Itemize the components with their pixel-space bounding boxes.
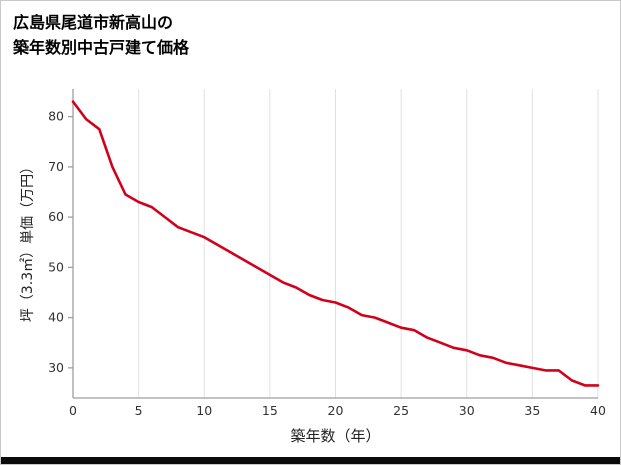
x-tick-label: 0	[69, 403, 77, 418]
x-tick-label: 20	[328, 403, 344, 418]
chart-title: 広島県尾道市新高山の 築年数別中古戸建て価格	[13, 11, 189, 61]
x-tick-label: 40	[590, 403, 606, 418]
x-tick-label: 35	[524, 403, 540, 418]
y-axis-label: 坪（3.3㎡）単価（万円）	[20, 159, 36, 323]
x-tick-label: 25	[393, 403, 409, 418]
y-tick-label: 50	[48, 259, 64, 274]
y-tick-label: 60	[48, 209, 64, 224]
chart-title-line2: 築年数別中古戸建て価格	[13, 37, 190, 57]
x-axis-label: 築年数（年）	[290, 427, 381, 445]
y-tick-label: 70	[48, 159, 64, 174]
x-tick-label: 10	[196, 403, 212, 418]
line-chart: 30 40 50 60 70 80 0 5 10 15 20 25 30 35 40	[48, 89, 606, 418]
x-tick-label: 5	[135, 403, 143, 418]
x-tick-label: 15	[262, 403, 278, 418]
y-tick-label: 80	[48, 109, 64, 124]
chart-title-line1: 広島県尾道市新高山の	[13, 13, 174, 32]
price-line	[71, 100, 600, 387]
footer-bar	[1, 457, 620, 464]
y-tick-label: 40	[48, 310, 64, 325]
x-tick-label: 30	[459, 403, 475, 418]
y-tick-label: 30	[48, 360, 64, 375]
